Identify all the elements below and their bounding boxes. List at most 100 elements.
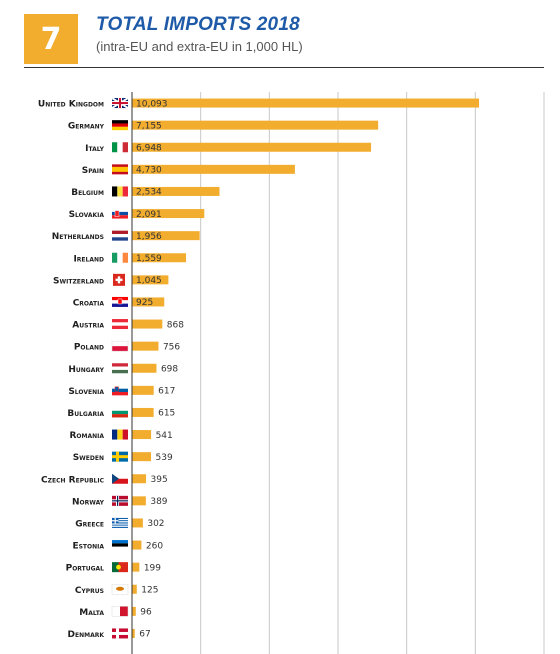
value-label: 698 (161, 364, 178, 374)
estonia-flag-icon (112, 540, 128, 551)
bar (132, 584, 137, 594)
bar (132, 452, 152, 462)
chart-title: TOTAL IMPORTS 2018 (96, 14, 300, 35)
bar (132, 142, 372, 152)
value-label: 2,091 (136, 210, 162, 220)
italy-flag-icon (112, 142, 128, 153)
bar (132, 98, 480, 108)
cyprus-flag-icon (111, 584, 129, 595)
value-label: 7,155 (136, 121, 162, 131)
germany-flag-icon (112, 120, 128, 131)
bar (132, 209, 205, 219)
slovakia-flag-icon (112, 208, 128, 219)
country-label: Spain (82, 166, 104, 176)
country-label: Italy (85, 144, 105, 154)
value-label: 125 (141, 585, 158, 595)
switzerland-flag-icon (113, 273, 125, 286)
bar (132, 120, 379, 130)
denmark-flag-icon (112, 628, 128, 639)
bar (132, 474, 147, 484)
netherlands-flag-icon (112, 230, 128, 241)
czech-flag-icon (112, 473, 128, 484)
value-label: 2,534 (136, 188, 162, 198)
bulgaria-flag-icon (112, 407, 128, 418)
bar (132, 341, 159, 351)
bar (132, 540, 142, 550)
bar (132, 297, 165, 307)
country-label: Slovakia (69, 210, 105, 220)
country-label: Slovenia (68, 387, 104, 397)
value-label: 96 (140, 608, 152, 618)
slovenia-flag-icon (112, 385, 128, 396)
bar (132, 496, 146, 506)
bar (132, 164, 295, 174)
bar (132, 606, 136, 616)
value-label: 199 (144, 563, 161, 573)
chart-number-badge: 7 (24, 14, 78, 64)
greece-flag-icon (112, 517, 128, 528)
country-label: Cyprus (75, 586, 104, 596)
country-label: Romania (69, 431, 104, 441)
country-label: Malta (79, 608, 104, 618)
value-label: 615 (158, 409, 175, 419)
bar (132, 407, 154, 417)
bar (132, 363, 157, 373)
bar (132, 430, 152, 440)
value-label: 925 (136, 298, 153, 308)
value-label: 4,730 (136, 166, 162, 176)
value-label: 389 (150, 497, 167, 507)
country-label: Austria (72, 321, 104, 331)
value-label: 302 (147, 519, 164, 529)
country-label: United Kingdom (38, 100, 104, 110)
value-label: 756 (163, 342, 180, 352)
malta-flag-icon (111, 606, 129, 617)
sweden-flag-icon (112, 451, 128, 462)
country-label: Belgium (71, 188, 104, 198)
spain-flag-icon (112, 164, 128, 175)
country-label: Switzerland (53, 276, 104, 286)
bar (132, 628, 135, 638)
value-label: 10,093 (136, 99, 168, 109)
country-label: Sweden (73, 453, 104, 463)
bar (132, 275, 169, 285)
country-label: Norway (72, 497, 105, 507)
value-label: 1,045 (136, 276, 162, 286)
value-label: 67 (139, 630, 150, 640)
poland-flag-icon (111, 340, 129, 352)
bar (132, 518, 143, 528)
country-label: Ireland (73, 254, 104, 264)
uk-flag-icon (111, 97, 129, 109)
country-label: Poland (74, 343, 104, 353)
value-label: 1,956 (136, 232, 162, 242)
bar (132, 231, 200, 241)
value-label: 617 (158, 387, 175, 397)
norway-flag-icon (112, 495, 128, 506)
value-label: 539 (156, 453, 173, 463)
country-label: Hungary (68, 365, 104, 375)
country-label: Croatia (73, 298, 105, 308)
value-label: 1,559 (136, 254, 162, 264)
bar (132, 562, 140, 572)
country-label: Czech Republic (41, 475, 105, 485)
portugal-flag-icon (112, 562, 128, 573)
austria-flag-icon (112, 319, 128, 330)
bar (132, 253, 187, 263)
value-label: 6,948 (136, 143, 162, 153)
country-label: Denmark (68, 630, 105, 640)
value-label: 868 (167, 320, 184, 330)
country-label: Bulgaria (67, 409, 104, 419)
bar (132, 319, 163, 329)
country-label: Netherlands (52, 232, 104, 242)
romania-flag-icon (112, 429, 128, 440)
chart-subtitle: (intra-EU and extra-EU in 1,000 HL) (96, 39, 303, 54)
country-label: Estonia (72, 542, 104, 552)
ireland-flag-icon (112, 252, 128, 263)
value-label: 541 (156, 431, 173, 441)
header-divider (24, 67, 544, 68)
value-label: 395 (151, 475, 168, 485)
hungary-flag-icon (112, 363, 128, 374)
croatia-flag-icon (112, 296, 128, 307)
country-label: Portugal (66, 564, 105, 574)
country-label: Germany (68, 122, 105, 132)
